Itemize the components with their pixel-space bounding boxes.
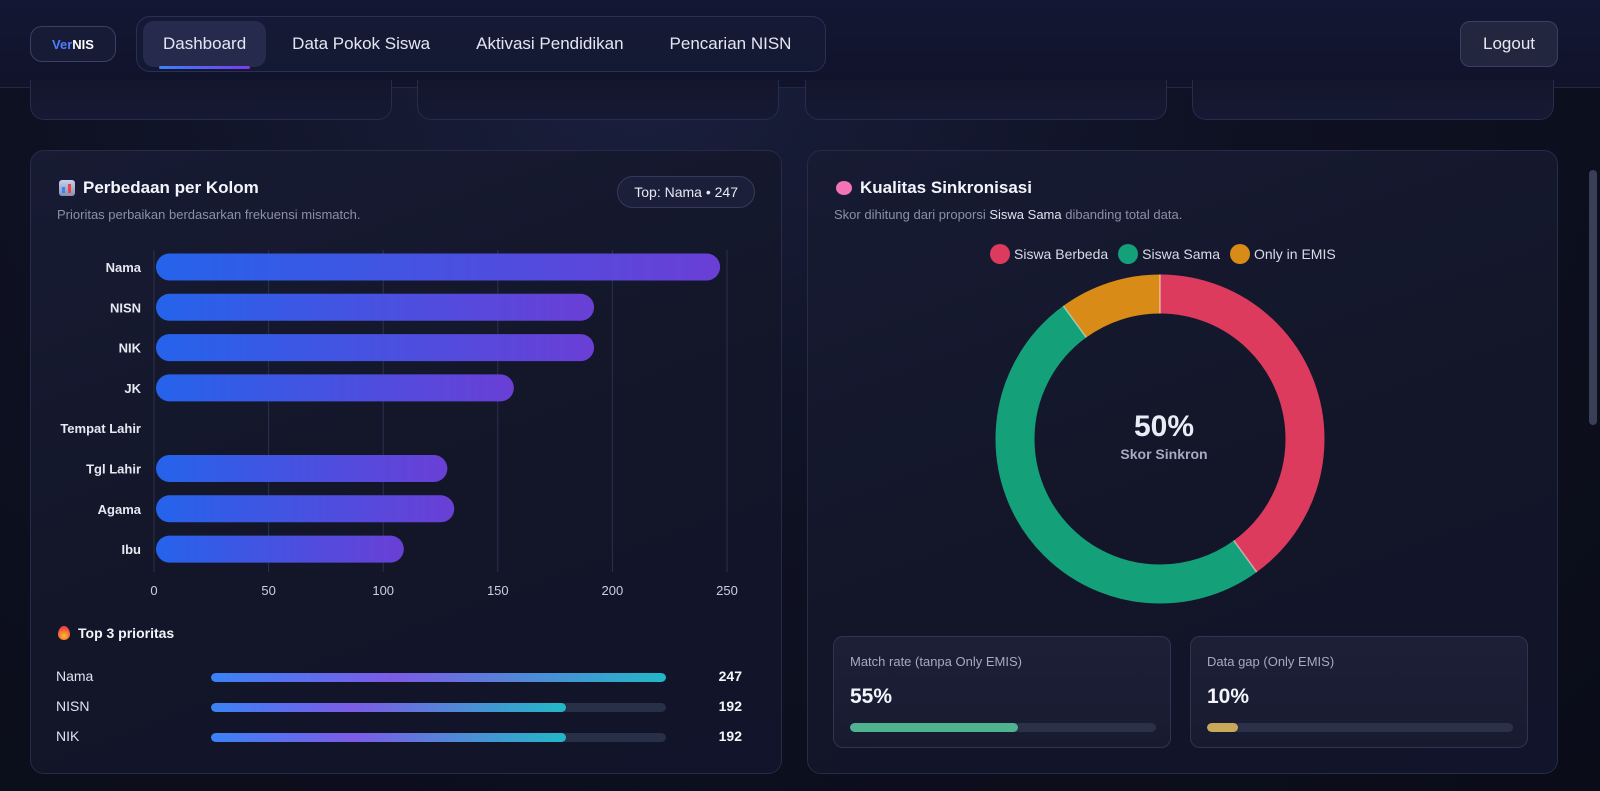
x-tick-label: 50 xyxy=(261,583,275,598)
bar[interactable] xyxy=(156,495,455,523)
x-tick-label: 100 xyxy=(372,583,394,598)
stat-card xyxy=(417,80,779,120)
metric-track xyxy=(850,723,1156,732)
stat-card xyxy=(1192,80,1554,120)
nav-data-pokok-siswa[interactable]: Data Pokok Siswa xyxy=(292,34,431,53)
priority-row: NIK 192 xyxy=(56,728,756,748)
legend-label: Siswa Sama xyxy=(1142,246,1220,262)
metric-fill xyxy=(850,723,1019,732)
logout-button[interactable]: Logout xyxy=(1460,21,1558,67)
y-tick-label: Nama xyxy=(106,260,142,275)
subtitle-pre: Skor dihitung dari proporsi xyxy=(834,207,990,222)
priority-row: NISN 192 xyxy=(56,698,756,718)
y-tick-label: Tempat Lahir xyxy=(60,421,141,436)
panel-subtitle: Skor dihitung dari proporsi Siswa Sama d… xyxy=(834,207,1182,222)
sync-score-value: 50% xyxy=(1133,410,1195,443)
bar-chart: 0 50 100 150 200 250 Nama NISN NIK JK Tempat Lahir… xyxy=(60,250,738,598)
bar-chart-icon xyxy=(59,180,75,196)
panel-title-text: Kualitas Sinkronisasi xyxy=(860,178,1032,197)
priority-value: 192 xyxy=(718,698,742,714)
y-tick-label: Agama xyxy=(98,502,142,517)
bar[interactable] xyxy=(156,455,448,482)
main-nav: Dashboard Data Pokok Siswa Aktivasi Pend… xyxy=(136,16,826,72)
stat-card xyxy=(805,80,1167,120)
legend-item[interactable]: Siswa Berbeda xyxy=(990,244,1108,264)
subtitle-highlight: Siswa Sama xyxy=(989,207,1062,222)
scrollbar-thumb[interactable] xyxy=(1589,170,1597,425)
top-badge: Top: Nama • 247 xyxy=(617,176,755,208)
subtitle-post: dibanding total data. xyxy=(1061,207,1183,222)
panel-title-text: Perbedaan per Kolom xyxy=(83,178,259,197)
priority-label: NISN xyxy=(56,698,90,714)
brand-logo[interactable]: Ver NIS xyxy=(30,26,116,62)
donut-slice[interactable] xyxy=(995,274,1325,604)
slice-separator xyxy=(1233,540,1258,573)
priority-value: 192 xyxy=(718,728,742,744)
match-rate-card: Match rate (tanpa Only EMIS) 55% xyxy=(833,636,1171,748)
sync-score-label: Skor Sinkron xyxy=(1120,446,1208,462)
priority-fill xyxy=(211,673,666,682)
priority-fill xyxy=(211,733,566,742)
x-tick-label: 150 xyxy=(487,583,509,598)
fire-icon xyxy=(58,626,70,640)
priority-row: Nama 247 xyxy=(56,668,756,688)
legend-item[interactable]: Siswa Sama xyxy=(1118,244,1220,264)
priority-fill xyxy=(211,703,566,712)
legend-swatch xyxy=(990,244,1010,264)
panel-subtitle: Prioritas perbaikan berdasarkan frekuens… xyxy=(57,207,361,222)
x-tick-label: 250 xyxy=(716,583,738,598)
brain-icon xyxy=(836,181,852,195)
legend-label: Only in EMIS xyxy=(1253,246,1336,262)
brand-part2: NIS xyxy=(72,36,94,52)
x-tick-label: 200 xyxy=(602,583,624,598)
bar[interactable] xyxy=(156,535,404,563)
donut-legend: Siswa Berbeda Siswa Sama Only in EMIS xyxy=(990,244,1340,264)
priority-value: 247 xyxy=(718,668,742,684)
nav-pencarian-nisn[interactable]: Pencarian NISN xyxy=(669,34,792,53)
legend-swatch xyxy=(1229,244,1250,264)
bar[interactable] xyxy=(156,253,721,281)
top-navbar: Ver NIS Dashboard Data Pokok Siswa Aktiva… xyxy=(0,0,1600,88)
priority-label: Nama xyxy=(56,668,94,684)
brand-part1: Ver xyxy=(52,36,73,52)
y-tick-label: NIK xyxy=(119,341,142,356)
bar[interactable] xyxy=(156,374,514,402)
legend-label: Siswa Berbeda xyxy=(1014,246,1109,262)
top3-title: Top 3 prioritas xyxy=(78,625,175,641)
y-tick-label: NISN xyxy=(110,300,141,315)
data-gap-card: Data gap (Only EMIS) 10% xyxy=(1190,636,1528,748)
metric-fill xyxy=(1207,723,1238,732)
nav-aktivasi-pendidikan[interactable]: Aktivasi Pendidikan xyxy=(476,34,624,53)
y-tick-label: Ibu xyxy=(122,542,142,557)
legend-swatch xyxy=(1118,244,1139,264)
x-tick-label: 0 xyxy=(150,583,157,598)
bar[interactable] xyxy=(156,334,595,362)
metric-track xyxy=(1207,723,1513,732)
priority-track xyxy=(211,733,666,742)
priority-track xyxy=(211,703,666,712)
donut-chart xyxy=(995,274,1325,604)
slice-separator xyxy=(1062,305,1087,338)
panel-title: Kualitas Sinkronisasi xyxy=(836,178,1032,198)
priority-track xyxy=(211,673,666,682)
donut-center: 50% Skor Sinkron xyxy=(1094,410,1234,462)
legend-item[interactable]: Only in EMIS xyxy=(1229,244,1336,264)
metric-label: Data gap (Only EMIS) xyxy=(1207,654,1335,669)
y-tick-label: Tgl Lahir xyxy=(86,462,141,477)
metric-value: 10% xyxy=(1207,685,1250,708)
y-tick-label: JK xyxy=(124,381,141,396)
top3-heading: Top 3 prioritas xyxy=(58,625,174,641)
stat-card xyxy=(30,80,392,120)
panel-title: Perbedaan per Kolom xyxy=(59,178,259,198)
metric-value: 55% xyxy=(850,685,893,708)
bar[interactable] xyxy=(156,293,595,321)
nav-dashboard[interactable]: Dashboard xyxy=(143,21,267,69)
priority-label: NIK xyxy=(56,728,80,744)
metric-label: Match rate (tanpa Only EMIS) xyxy=(850,654,1022,669)
